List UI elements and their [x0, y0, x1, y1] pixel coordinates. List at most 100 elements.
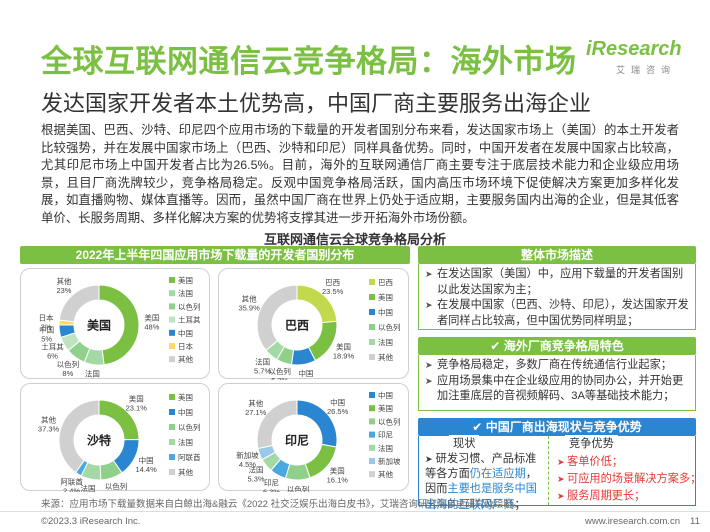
- arrow-icon: ➤: [425, 300, 433, 311]
- legend-swatch: [369, 294, 375, 300]
- status-text: ➤ 研发习惯、产品标准等各方面仍在适应期，因而主要也是服务中国出海的互联网厂商；: [425, 453, 537, 511]
- legend-label: 巴西: [378, 278, 393, 287]
- advantage-list: ➤ 客单价低； ➤ 可应用的场景解决方案多； ➤ 服务周期更长；: [557, 454, 701, 505]
- overseas-header: ✔ 海外厂商竞争格局特色: [418, 337, 696, 355]
- copyright: ©2023.3 iResearch Inc.: [41, 516, 141, 527]
- right-panel: 整体市场描述 ➤ 在发达国家（美国）中，应用下载量的开发者国别以此发达国家为主； …: [418, 246, 701, 511]
- pie-slice: [58, 399, 100, 474]
- legend-swatch: [169, 454, 175, 460]
- check-icon: ✔: [472, 420, 483, 434]
- market-body: ➤ 在发达国家（美国）中，应用下载量的开发者国别以此发达国家为主； ➤ 在发展中国家…: [418, 264, 696, 330]
- legend-label: 以色列: [378, 416, 401, 426]
- slice-value: 2.4%: [63, 486, 80, 492]
- slice-label: 中国: [330, 397, 345, 407]
- slice-label: 其他: [242, 293, 257, 303]
- slice-value: 14.4%: [136, 465, 158, 474]
- slice-label: 中国: [139, 455, 154, 465]
- pie-center-title: 美国: [87, 318, 111, 333]
- slice-label: 巴西: [325, 278, 340, 287]
- arrow-icon: ➤: [557, 491, 568, 501]
- legend-label: 印尼: [378, 431, 393, 440]
- arrow-icon: ➤: [425, 360, 433, 370]
- china-header: ✔ 中国厂商出海现状与竞争优势: [418, 418, 696, 436]
- legend-swatch: [169, 290, 175, 297]
- legend-swatch: [169, 409, 175, 415]
- market-item: ➤ 在发达国家（美国）中，应用下载量的开发者国别以此发达国家为主；: [425, 268, 684, 296]
- legend-label: 法国: [378, 443, 393, 453]
- slice-value: 16.1%: [327, 475, 349, 484]
- slice-value: 8%: [62, 369, 73, 378]
- legend-label: 其他: [378, 469, 393, 479]
- slice-value: 27.1%: [245, 408, 267, 417]
- slice-label: 新加坡: [236, 450, 259, 460]
- pie-slice: [256, 399, 298, 450]
- slice-label: 阿联酋: [60, 476, 83, 486]
- logo-brand: iResearch: [586, 38, 682, 60]
- pie-chart-us: 美国48%法国8%以色列8%土耳其6%中国5%日本2%其他23%美国美国法国以色…: [39, 275, 201, 388]
- legend-swatch: [369, 458, 375, 464]
- legend-swatch: [369, 324, 375, 330]
- slice-label: 美国: [330, 465, 345, 475]
- slice-label: 美国: [336, 341, 351, 351]
- slice-label: 其他: [56, 276, 71, 286]
- left-panel: 2022年上半年四国应用市场下载量的开发者国别分布 美国48%法国8%以色列8%…: [20, 246, 410, 503]
- legend-swatch: [369, 471, 375, 478]
- slice-label: 法国: [249, 465, 264, 475]
- legend-label: 中国: [178, 407, 193, 417]
- legend-swatch: [169, 343, 175, 349]
- intro-paragraph: 根据美国、巴西、沙特、印尼四个应用市场的下载量的开发者国别分布来看，发达国家市场…: [41, 123, 679, 225]
- slice-label: 其他: [41, 415, 56, 425]
- legend-label: 土耳其: [178, 315, 201, 325]
- slice-label: 中国: [39, 324, 54, 334]
- slice-value: 8.4%: [107, 491, 124, 492]
- slice-value: 5.3%: [247, 475, 264, 484]
- advantage-column: 竞争优势 ➤ 客单价低； ➤ 可应用的场景解决方案多； ➤ 服务周期更长；: [551, 435, 701, 505]
- slice-value: 9.8%: [297, 378, 314, 380]
- slice-value: 6.3%: [263, 487, 280, 492]
- legend-label: 法国: [178, 288, 193, 298]
- legend-swatch: [369, 339, 375, 345]
- legend-swatch: [169, 277, 175, 283]
- chart-box-br: 巴西23.5%美国18.9%中国9.8%以色列6.2%法国5.7%其他35.9%…: [218, 268, 409, 387]
- legend-swatch: [369, 418, 375, 425]
- slice-label: 印尼: [264, 478, 279, 487]
- arrow-icon: ➤: [425, 454, 433, 464]
- slice-label: 日本: [39, 313, 54, 323]
- legend-swatch: [369, 444, 375, 451]
- slice-label: 以色列: [268, 366, 291, 376]
- legend-label: 新加坡: [378, 456, 401, 466]
- logo-cn: 艾瑞咨询: [616, 65, 677, 75]
- legend-swatch: [369, 431, 375, 438]
- slice-label: 以色列: [57, 359, 80, 369]
- slice-label: 中国: [298, 368, 313, 378]
- slice-value: 5.7%: [254, 366, 271, 375]
- legend-label: 以色列: [178, 301, 201, 311]
- arrow-icon: ➤: [557, 457, 568, 467]
- legend-swatch: [169, 329, 175, 336]
- slice-value: 6%: [47, 352, 58, 361]
- legend-label: 中国: [178, 328, 193, 338]
- slice-label: 法国: [85, 369, 100, 379]
- slice-label: 美国: [144, 313, 159, 323]
- slice-value: 6.2%: [271, 376, 288, 380]
- arrow-icon: ➤: [425, 375, 433, 386]
- check-icon: ✔: [490, 339, 501, 353]
- legend-swatch: [169, 303, 175, 310]
- legend-label: 以色列: [378, 322, 401, 332]
- slice-value: 4.5%: [239, 460, 256, 469]
- legend-swatch: [369, 309, 375, 315]
- pie-center-title: 沙特: [87, 433, 111, 448]
- page-subtitle: 发达国家开发者本土优势高，中国厂商主要服务出海企业: [41, 91, 592, 116]
- arrow-icon: ➤: [557, 474, 568, 484]
- overseas-item: ➤ 竞争格局稳定，多数厂商在传统通信行业起家；: [425, 358, 689, 374]
- legend-label: 美国: [378, 292, 393, 302]
- website-link[interactable]: www.iresearch.com.cn: [585, 516, 681, 527]
- slice-value: 8%: [87, 379, 98, 380]
- legend-swatch: [369, 405, 375, 412]
- slice-value: 23.5%: [322, 287, 344, 296]
- pie-chart-id: 中国26.5%美国16.1%以色列9.5%印尼6.3%法国5.3%新加坡4.5%…: [236, 390, 401, 503]
- chart-box-id: 中国26.5%美国16.1%以色列9.5%印尼6.3%法国5.3%新加坡4.5%…: [218, 383, 409, 503]
- legend-label: 法国: [378, 337, 393, 347]
- status-column: 现状 ➤ 研发习惯、产品标准等各方面仍在适应期，因而主要也是服务中国出海的互联网…: [419, 435, 549, 511]
- slice-value: 2%: [41, 323, 52, 332]
